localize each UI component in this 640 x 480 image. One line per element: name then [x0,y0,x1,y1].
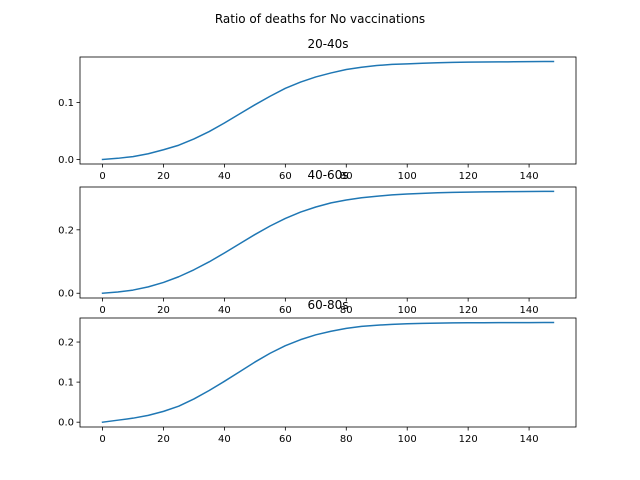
x-tick-label: 100 [398,305,417,316]
y-tick-label: 0.0 [58,418,74,429]
y-tick-label: 0.0 [58,289,74,300]
series-line [101,190,555,295]
x-tick-label: 120 [459,171,478,182]
x-tick-label: 40 [218,171,231,182]
x-tick-label: 80 [340,305,353,316]
axes-frame [79,317,577,428]
subplot-title: 60-80s [307,298,348,312]
x-tick-label: 100 [398,434,417,445]
subplot-title: 20-40s [307,37,348,51]
series-line [101,60,555,161]
y-tick-label: 0.2 [58,338,74,349]
x-tick-label: 60 [279,434,292,445]
x-tick-label: 80 [340,171,353,182]
y-tick-label: 0.1 [58,378,74,389]
y-tick-label: 0.1 [58,98,74,109]
x-tick-label: 60 [279,171,292,182]
x-tick-label: 40 [218,434,231,445]
x-tick-label: 20 [157,171,170,182]
x-tick-label: 0 [99,305,105,316]
x-tick-label: 40 [218,305,231,316]
x-tick-label: 140 [520,305,539,316]
x-tick-label: 100 [398,171,417,182]
subplots-group: 0 20 40 60 80 100 120 140 0.0 0.1 20-40s 0 20 40 60 80 1… [58,37,577,445]
series-line [101,321,555,424]
x-tick-label: 140 [520,171,539,182]
x-tick-label: 80 [340,434,353,445]
subplot-title: 40-60s [307,168,348,182]
x-tick-label: 20 [157,305,170,316]
axes-frame [79,56,577,165]
x-tick-label: 0 [99,434,105,445]
axes-frame [79,186,577,299]
x-tick-label: 20 [157,434,170,445]
x-tick-label: 0 [99,171,105,182]
x-tick-label: 140 [520,434,539,445]
y-tick-label: 0.0 [58,155,74,166]
subplot-bottom: 0 20 40 60 80 100 120 140 0.0 0.1 0.2 60-80s [58,298,577,445]
subplot-top: 0 20 40 60 80 100 120 140 0.0 0.1 20-40s [58,37,577,182]
x-tick-label: 60 [279,305,292,316]
x-tick-label: 120 [459,434,478,445]
figure-suptitle: Ratio of deaths for No vaccinations [215,12,425,26]
subplot-middle: 0 20 40 60 80 100 120 140 0.0 0.2 40-60s [58,168,577,316]
y-tick-label: 0.2 [58,225,74,236]
x-tick-label: 120 [459,305,478,316]
